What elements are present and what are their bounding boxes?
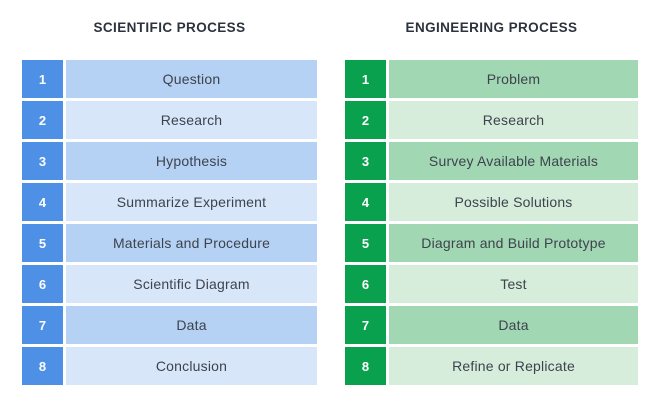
step-label: Problem <box>389 60 638 98</box>
step-label: Conclusion <box>66 347 317 385</box>
scientific-process-title: SCIENTIFIC PROCESS <box>93 20 246 35</box>
step-row: 8 Refine or Replicate <box>345 347 638 385</box>
step-label: Research <box>389 101 638 139</box>
step-number: 8 <box>22 347 63 385</box>
step-number: 2 <box>22 101 63 139</box>
step-row: 7 Data <box>22 306 317 344</box>
step-label: Summarize Experiment <box>66 183 317 221</box>
step-label: Possible Solutions <box>389 183 638 221</box>
engineering-process-column: ENGINEERING PROCESS 1 Problem 2 Research 3 Su… <box>345 0 638 414</box>
step-number: 3 <box>345 142 386 180</box>
step-row: 4 Possible Solutions <box>345 183 638 221</box>
scientific-process-steps: 1 Question 2 Research 3 Hypothesis 4 Summarize … <box>22 60 317 385</box>
step-label: Survey Available Materials <box>389 142 638 180</box>
step-number: 2 <box>345 101 386 139</box>
step-number: 3 <box>22 142 63 180</box>
step-row: 4 Summarize Experiment <box>22 183 317 221</box>
step-row: 7 Data <box>345 306 638 344</box>
step-number: 5 <box>22 224 63 262</box>
step-number: 1 <box>22 60 63 98</box>
step-number: 7 <box>22 306 63 344</box>
step-label: Diagram and Build Prototype <box>389 224 638 262</box>
step-row: 8 Conclusion <box>22 347 317 385</box>
step-number: 8 <box>345 347 386 385</box>
step-row: 3 Hypothesis <box>22 142 317 180</box>
step-number: 6 <box>22 265 63 303</box>
step-label: Test <box>389 265 638 303</box>
step-number: 4 <box>345 183 386 221</box>
step-number: 7 <box>345 306 386 344</box>
step-label: Scientific Diagram <box>66 265 317 303</box>
step-row: 6 Test <box>345 265 638 303</box>
step-number: 6 <box>345 265 386 303</box>
step-row: 1 Question <box>22 60 317 98</box>
engineering-process-title: ENGINEERING PROCESS <box>405 20 578 35</box>
step-label: Research <box>66 101 317 139</box>
step-label: Data <box>389 306 638 344</box>
scientific-process-column: SCIENTIFIC PROCESS 1 Question 2 Research 3 Hy… <box>22 0 317 414</box>
step-label: Materials and Procedure <box>66 224 317 262</box>
step-row: 5 Diagram and Build Prototype <box>345 224 638 262</box>
step-row: 3 Survey Available Materials <box>345 142 638 180</box>
step-label: Question <box>66 60 317 98</box>
step-number: 5 <box>345 224 386 262</box>
step-row: 2 Research <box>345 101 638 139</box>
step-label: Hypothesis <box>66 142 317 180</box>
step-row: 5 Materials and Procedure <box>22 224 317 262</box>
step-row: 6 Scientific Diagram <box>22 265 317 303</box>
step-number: 1 <box>345 60 386 98</box>
step-row: 1 Problem <box>345 60 638 98</box>
engineering-process-steps: 1 Problem 2 Research 3 Survey Available Mater… <box>345 60 638 385</box>
step-label: Refine or Replicate <box>389 347 638 385</box>
step-label: Data <box>66 306 317 344</box>
step-row: 2 Research <box>22 101 317 139</box>
step-number: 4 <box>22 183 63 221</box>
